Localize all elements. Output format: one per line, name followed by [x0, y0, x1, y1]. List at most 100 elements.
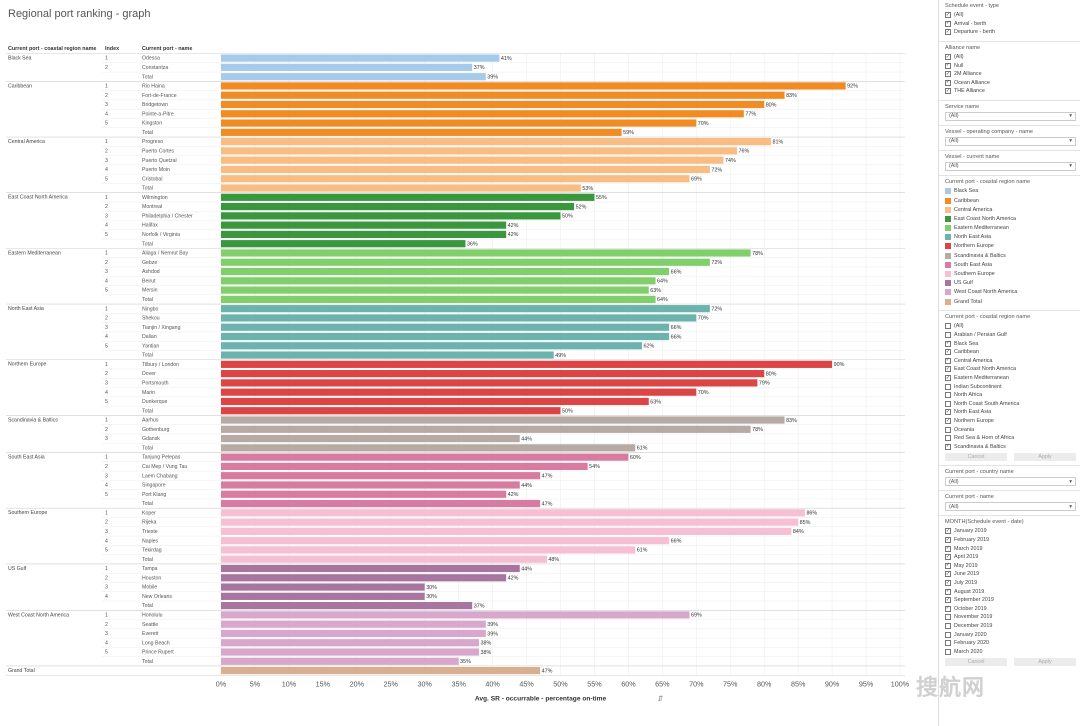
filter-option[interactable]: ✓ Eastern Mediterranean [945, 374, 1068, 383]
filter-option[interactable]: ✓ August 2019 [945, 587, 1068, 596]
checked-checkbox-icon[interactable]: ✓ [945, 588, 951, 595]
checked-checkbox-icon[interactable]: ✓ [945, 53, 951, 61]
checked-checkbox-icon[interactable]: ✓ [945, 408, 951, 416]
legend-item[interactable]: Caribbean [945, 196, 1076, 205]
checked-checkbox-icon[interactable]: ✓ [945, 374, 951, 382]
checked-checkbox-icon[interactable]: ✓ [945, 11, 951, 19]
country-dropdown[interactable]: (All) ▾ [945, 477, 1076, 487]
filter-option[interactable]: ✓ Departure - berth [945, 28, 1076, 37]
checked-checkbox-icon[interactable]: ✓ [945, 570, 951, 578]
legend-item[interactable]: US Gulf [945, 279, 1076, 288]
unchecked-checkbox-icon[interactable] [945, 332, 951, 339]
filter-option[interactable]: ✓ April 2019 [945, 553, 1068, 562]
filter-option[interactable]: Indian Subcontinent [945, 382, 1068, 391]
legend-item[interactable]: Grand Total [945, 297, 1076, 306]
unchecked-checkbox-icon[interactable] [945, 623, 951, 630]
legend-item[interactable]: East Coast North America [945, 214, 1076, 223]
legend-item[interactable]: South East Asia [945, 260, 1076, 269]
checked-checkbox-icon[interactable]: ✓ [945, 605, 951, 612]
checked-checkbox-icon[interactable]: ✓ [945, 443, 951, 450]
filter-option[interactable]: ✓ (All) [945, 11, 1076, 20]
filter-option[interactable]: ✓ Null [945, 61, 1076, 70]
filter-option[interactable]: ✓ Arrival - berth [945, 20, 1076, 29]
filter-option[interactable]: Oceania [945, 425, 1068, 434]
unchecked-checkbox-icon[interactable] [945, 640, 951, 647]
checked-checkbox-icon[interactable]: ✓ [945, 20, 951, 27]
unchecked-checkbox-icon[interactable] [945, 648, 951, 655]
unchecked-checkbox-icon[interactable] [945, 435, 951, 442]
filter-option[interactable]: Red Sea & Horn of Africa [945, 434, 1068, 443]
checked-checkbox-icon[interactable]: ✓ [945, 596, 951, 604]
region-apply-button[interactable]: Apply [1014, 453, 1076, 462]
row-index: 1 [105, 56, 108, 62]
filter-option[interactable]: Arabian / Persian Gulf [945, 331, 1068, 340]
filter-option[interactable]: ✓ March 2019 [945, 544, 1068, 553]
unchecked-checkbox-icon[interactable] [945, 631, 951, 638]
operator-dropdown[interactable]: (All) ▾ [945, 136, 1076, 146]
filter-option[interactable]: March 2020 [945, 648, 1068, 656]
checked-checkbox-icon[interactable]: ✓ [945, 579, 951, 587]
legend-item[interactable]: Northern Europe [945, 242, 1076, 251]
legend-item[interactable]: West Coast North America [945, 288, 1076, 297]
filter-option[interactable]: ✓ Central America [945, 357, 1068, 366]
unchecked-checkbox-icon[interactable] [945, 323, 951, 330]
legend-item[interactable]: North East Asia [945, 233, 1076, 242]
bar [221, 221, 507, 229]
checked-checkbox-icon[interactable]: ✓ [945, 70, 951, 78]
legend-item[interactable]: Southern Europe [945, 269, 1076, 278]
filter-option[interactable]: ✓ Black Sea [945, 339, 1068, 348]
checked-checkbox-icon[interactable]: ✓ [945, 357, 951, 364]
vessel-dropdown[interactable]: (All) ▾ [945, 161, 1076, 171]
legend-item[interactable]: Eastern Mediterranean [945, 224, 1076, 233]
legend-item[interactable]: Black Sea [945, 187, 1076, 196]
filter-option[interactable]: ✓ East Coast North America [945, 365, 1068, 374]
filter-option[interactable]: ✓ Ocean Alliance [945, 79, 1076, 88]
filter-option[interactable]: North Coast South America [945, 400, 1068, 409]
checked-checkbox-icon[interactable]: ✓ [945, 348, 951, 356]
checked-checkbox-icon[interactable]: ✓ [945, 417, 951, 425]
checked-checkbox-icon[interactable]: ✓ [945, 28, 951, 36]
unchecked-checkbox-icon[interactable] [945, 383, 951, 390]
checked-checkbox-icon[interactable]: ✓ [945, 562, 951, 569]
month-apply-button[interactable]: Apply [1014, 658, 1076, 667]
checked-checkbox-icon[interactable]: ✓ [945, 340, 951, 347]
filter-option[interactable]: ✓ 2M Alliance [945, 70, 1076, 79]
unchecked-checkbox-icon[interactable] [945, 426, 951, 433]
filter-option[interactable]: ✓ July 2019 [945, 579, 1068, 588]
checked-checkbox-icon[interactable]: ✓ [945, 553, 951, 561]
region-cancel-button[interactable]: Cancel [945, 453, 1007, 462]
checked-checkbox-icon[interactable]: ✓ [945, 87, 951, 95]
legend-item[interactable]: Scandinavia & Baltics [945, 251, 1076, 260]
filter-option[interactable]: North Africa [945, 391, 1068, 400]
checked-checkbox-icon[interactable]: ✓ [945, 365, 951, 373]
filter-option[interactable]: ✓ (All) [945, 53, 1076, 62]
filter-option[interactable]: ✓ February 2019 [945, 536, 1068, 545]
legend-item[interactable]: Central America [945, 205, 1076, 214]
filter-option[interactable]: ✓ May 2019 [945, 562, 1068, 571]
month-cancel-button[interactable]: Cancel [945, 658, 1007, 667]
filter-option[interactable]: ✓ September 2019 [945, 596, 1068, 605]
checked-checkbox-icon[interactable]: ✓ [945, 79, 951, 86]
filter-option[interactable]: ✓ Caribbean [945, 348, 1068, 357]
filter-option[interactable]: ✓ June 2019 [945, 570, 1068, 579]
unchecked-checkbox-icon[interactable] [945, 392, 951, 399]
filter-option[interactable]: December 2019 [945, 622, 1068, 631]
service-dropdown[interactable]: (All) ▾ [945, 111, 1076, 121]
filter-option[interactable]: (All) [945, 322, 1068, 331]
port-dropdown[interactable]: (All) ▾ [945, 502, 1076, 512]
filter-option[interactable]: ✓ Scandinavia & Baltics [945, 443, 1068, 451]
filter-option[interactable]: ✓ Northern Europe [945, 417, 1068, 426]
filter-option[interactable]: ✓ October 2019 [945, 605, 1068, 614]
checked-checkbox-icon[interactable]: ✓ [945, 536, 951, 544]
filter-option[interactable]: ✓ THE Alliance [945, 87, 1076, 96]
filter-option[interactable]: February 2020 [945, 639, 1068, 648]
checked-checkbox-icon[interactable]: ✓ [945, 527, 951, 535]
filter-option[interactable]: ✓ North East Asia [945, 408, 1068, 417]
unchecked-checkbox-icon[interactable] [945, 400, 951, 407]
checked-checkbox-icon[interactable]: ✓ [945, 62, 951, 69]
filter-option[interactable]: November 2019 [945, 613, 1068, 622]
filter-option[interactable]: ✓ January 2019 [945, 527, 1068, 536]
checked-checkbox-icon[interactable]: ✓ [945, 545, 951, 552]
filter-option[interactable]: January 2020 [945, 630, 1068, 639]
unchecked-checkbox-icon[interactable] [945, 614, 951, 621]
